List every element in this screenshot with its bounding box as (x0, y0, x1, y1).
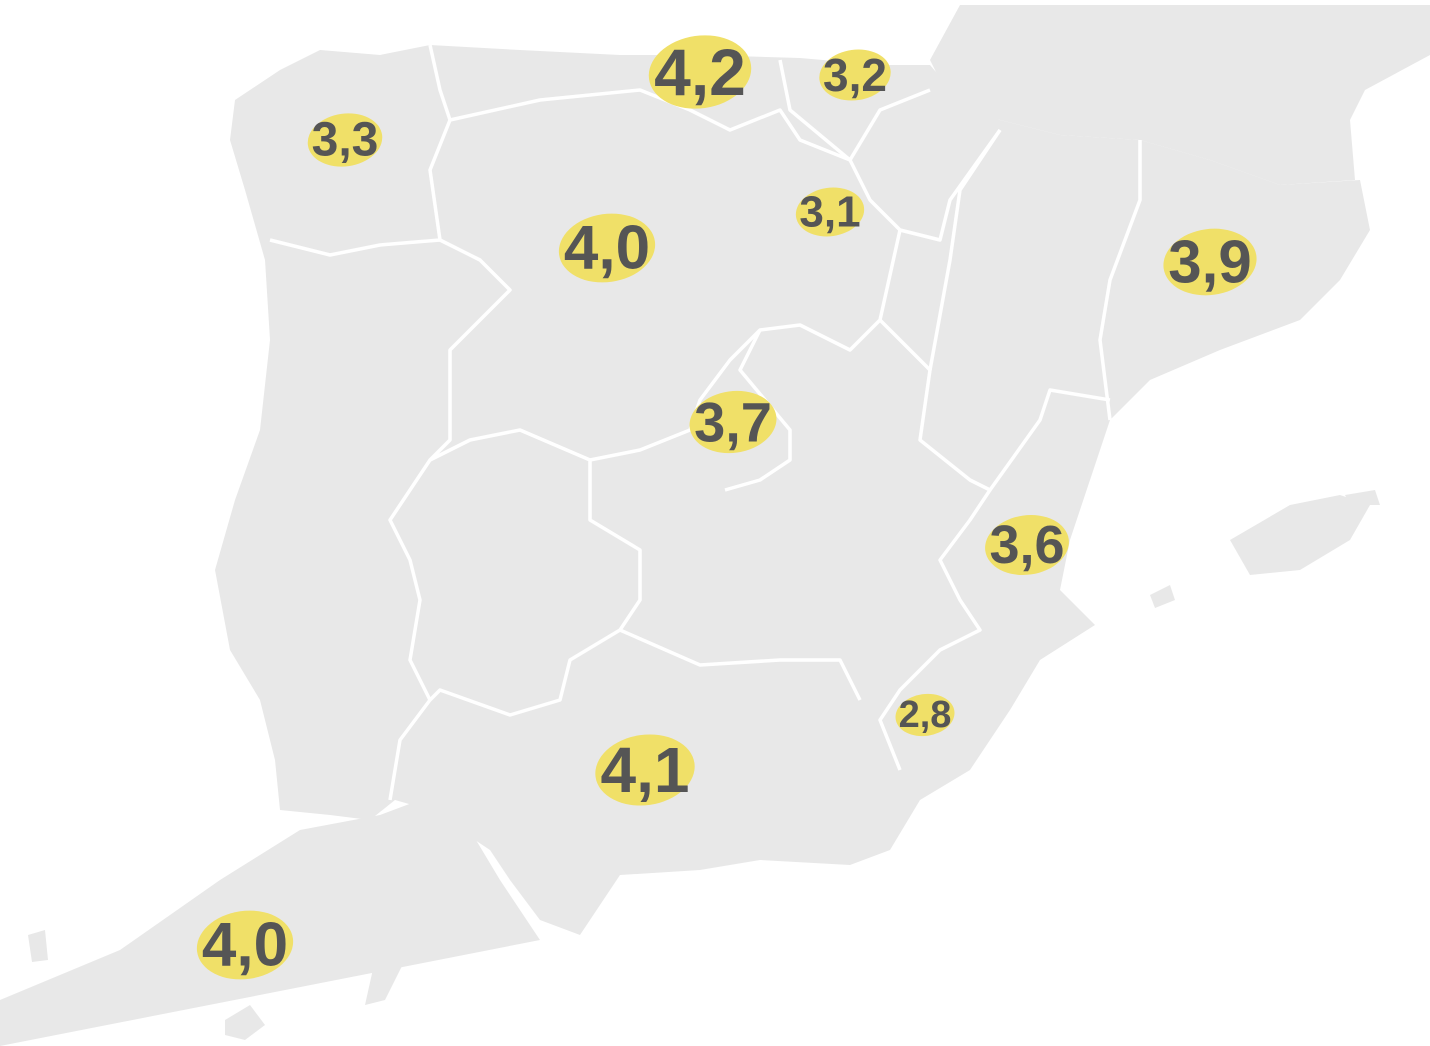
value-blob (1163, 228, 1257, 296)
value-label: 3,2 (823, 49, 887, 101)
value-blob (795, 187, 865, 237)
border (928, 129, 1002, 371)
value-blob (985, 515, 1069, 575)
value-blob (307, 113, 383, 167)
canary-lanza (405, 870, 440, 925)
value-label: 4,0 (202, 911, 288, 980)
value-blob (595, 734, 695, 806)
border (428, 460, 642, 717)
value-blob (196, 910, 294, 980)
france (930, 5, 1430, 185)
value-label: 3,7 (694, 391, 772, 454)
border (619, 628, 862, 701)
landmass (0, 5, 1430, 1046)
canary-west (28, 930, 48, 962)
value-label: 3,1 (799, 188, 860, 237)
value-label: 4,2 (654, 35, 746, 109)
value-label: 3,3 (312, 114, 379, 167)
border (1098, 140, 1142, 421)
border (878, 489, 992, 771)
canary-fuerte (365, 910, 405, 1005)
value-blob (819, 49, 891, 101)
value-blob (648, 35, 752, 109)
border (724, 329, 792, 492)
value-label: 3,9 (1168, 229, 1251, 296)
mallorca (1230, 495, 1370, 575)
borders (269, 44, 1142, 801)
menorca (1345, 490, 1380, 505)
border (429, 229, 902, 462)
value-label: 4,0 (564, 214, 650, 283)
value-label: 3,6 (989, 515, 1064, 575)
canary-gran (130, 960, 200, 1010)
value-label: 2,8 (899, 694, 952, 736)
value-blob (895, 693, 955, 737)
border (878, 318, 1111, 492)
ibiza (1150, 585, 1175, 608)
peninsula (215, 45, 1370, 935)
border (778, 59, 931, 162)
value-blob (689, 390, 777, 454)
portugal-border (269, 238, 512, 801)
value-label: 4,1 (601, 734, 690, 806)
canary-tenerife (225, 1005, 265, 1040)
value-blob (558, 213, 656, 283)
border (449, 88, 1002, 242)
region-labels: 3,3 4,2 3,2 4,0 3,1 3,9 3,7 3,6 2,8 4,1 4,0 (196, 35, 1257, 980)
